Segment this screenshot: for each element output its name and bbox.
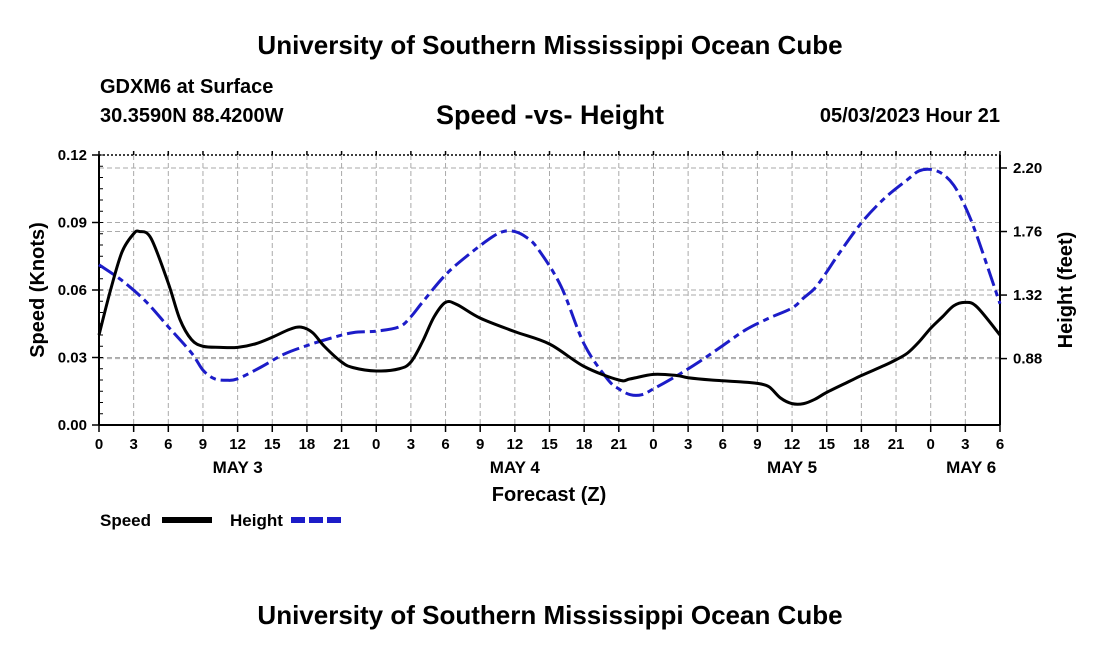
series-height-line bbox=[98, 167, 1002, 397]
x-tick-label: 15 bbox=[818, 436, 835, 453]
y2-tick-label: 1.32 bbox=[1013, 287, 1042, 304]
x-tick-label: 0 bbox=[372, 436, 380, 453]
x-tick-label: 18 bbox=[299, 436, 316, 453]
station-coordinates: 30.3590N 88.4200W bbox=[100, 105, 284, 127]
series-layer bbox=[97, 167, 1002, 406]
x-tick-label: 6 bbox=[441, 436, 449, 453]
x-tick-label: 3 bbox=[684, 436, 692, 453]
y2-tick-label: 1.76 bbox=[1013, 224, 1042, 241]
x-tick-label: 9 bbox=[476, 436, 484, 453]
y-tick-label: 0.06 bbox=[58, 282, 87, 299]
x-tick-label: 15 bbox=[541, 436, 558, 453]
x-tick-label: 21 bbox=[888, 436, 905, 453]
label-layer: Forecast (Z) Speed (Knots) Height (feet) bbox=[27, 222, 1077, 506]
x-tick-label: 3 bbox=[407, 436, 415, 453]
x-tick-label: 18 bbox=[576, 436, 593, 453]
y2-tick-label: 2.20 bbox=[1013, 160, 1042, 177]
x-tick-label: 3 bbox=[129, 436, 137, 453]
grid-layer bbox=[99, 155, 1000, 425]
x-tick-label: 6 bbox=[719, 436, 727, 453]
y2-tick-label: 0.88 bbox=[1013, 351, 1042, 368]
x-tick-label: 6 bbox=[996, 436, 1004, 453]
y-tick-label: 0.03 bbox=[58, 350, 87, 367]
y-tick-label: 0.00 bbox=[58, 417, 87, 434]
series-speed-line bbox=[97, 229, 1002, 406]
forecast-datetime: 05/03/2023 Hour 21 bbox=[819, 105, 1000, 127]
chart-subtitle: Speed -vs- Height bbox=[435, 100, 665, 130]
x-tick-label: 15 bbox=[264, 436, 281, 453]
x-axis-label: Forecast (Z) bbox=[492, 484, 606, 506]
footer-title: University of Southern Mississippi Ocean… bbox=[257, 600, 843, 630]
x-tick-label: 21 bbox=[333, 436, 350, 453]
x-tick-label: 12 bbox=[784, 436, 801, 453]
x-tick-label: 0 bbox=[95, 436, 103, 453]
legend-speed-label: Speed bbox=[100, 511, 151, 530]
x-tick-label: 0 bbox=[927, 436, 935, 453]
day-label: MAY 3 bbox=[213, 458, 263, 477]
x-tick-label: 0 bbox=[649, 436, 657, 453]
x-tick-label: 12 bbox=[229, 436, 246, 453]
x-tick-label: 3 bbox=[961, 436, 969, 453]
axis-layer: 0 3 6 9 12 15 18 21 0 3 6 9 12 15 18 21 0 3 6 9 12 15 18 21 0 3 6M… bbox=[58, 147, 1042, 477]
x-tick-label: 9 bbox=[753, 436, 761, 453]
y-axis-label: Speed (Knots) bbox=[27, 222, 49, 358]
day-label: MAY 4 bbox=[490, 458, 541, 477]
x-tick-label: 18 bbox=[853, 436, 870, 453]
x-tick-label: 6 bbox=[164, 436, 172, 453]
legend: Speed Height bbox=[100, 511, 341, 530]
day-label: MAY 5 bbox=[767, 458, 817, 477]
station-label: GDXM6 at Surface bbox=[100, 76, 274, 98]
x-tick-label: 9 bbox=[199, 436, 207, 453]
legend-height-label: Height bbox=[230, 511, 283, 530]
x-tick-label: 21 bbox=[610, 436, 627, 453]
y2-axis-label: Height (feet) bbox=[1055, 232, 1077, 349]
y-tick-label: 0.09 bbox=[58, 215, 87, 232]
y-tick-label: 0.12 bbox=[58, 147, 87, 164]
x-tick-label: 12 bbox=[507, 436, 524, 453]
chart-main-title: University of Southern Mississippi Ocean… bbox=[257, 30, 843, 60]
day-label: MAY 6 bbox=[946, 458, 996, 477]
